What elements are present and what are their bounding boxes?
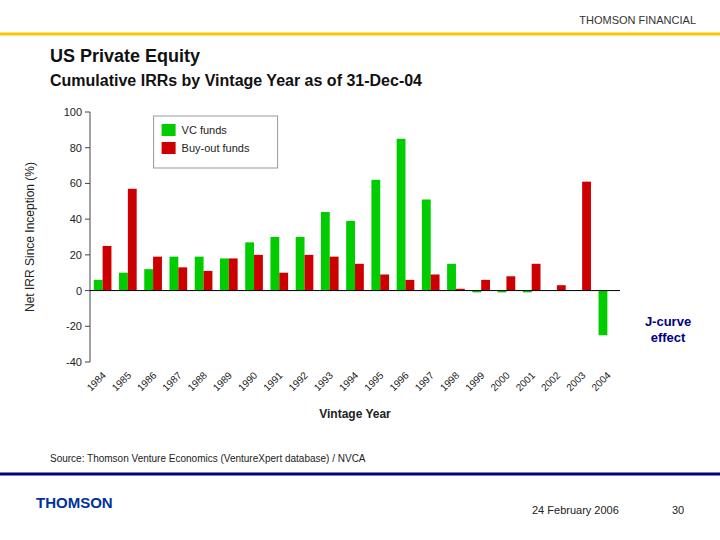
bar [220,258,229,290]
bar [144,269,153,290]
legend-swatch [162,124,176,136]
legend-swatch [162,142,176,154]
bar [94,280,103,291]
bar [506,276,515,290]
bar [195,257,204,291]
bar [422,200,431,291]
bar [245,242,254,290]
subtitle: Cumulative IRRs by Vintage Year as of 31… [50,72,422,89]
bar [153,257,162,291]
bar [296,237,305,291]
bar [330,257,339,291]
annotation: J-curveeffect [645,314,691,345]
x-tick-label: 1986 [135,369,159,393]
y-tick [85,254,90,255]
bar [532,264,541,291]
logo-text: THOMSON [36,494,113,511]
x-tick-label: 2004 [589,369,613,393]
x-tick-label: 1997 [413,369,437,393]
x-tick-label: 1996 [387,369,411,393]
y-tick-label: 0 [76,285,82,297]
x-tick-label: 1998 [438,369,462,393]
bar [599,291,608,336]
bar [481,280,490,291]
y-tick-label: 100 [64,106,82,118]
header-text: THOMSON FINANCIAL [579,14,696,26]
y-tick [85,326,90,327]
legend: VC funds Buy-out funds [154,116,278,168]
x-tick-label: 1991 [261,369,285,393]
x-tick-label: 1990 [236,369,260,393]
bar [178,267,187,290]
y-tick [85,362,90,363]
y-tick [85,147,90,148]
x-tick-label: 1985 [110,369,134,393]
bar [397,139,406,291]
bar [170,257,179,291]
bar [204,271,213,291]
bar [321,212,330,291]
zero-line [90,290,620,291]
x-tick-label: 2002 [539,369,563,393]
y-axis-label: Net IRR Since Inception (%) [23,162,37,312]
x-tick-label: 1984 [85,369,109,393]
x-tick-label: 1988 [185,369,209,393]
y-tick [85,112,90,113]
bar [380,275,389,291]
bar [355,264,364,291]
x-tick-label: 1994 [337,369,361,393]
y-axis-line [90,112,91,362]
bar [447,264,456,291]
bar [119,273,128,291]
bar [229,258,238,290]
y-tick-label: 20 [70,249,82,261]
x-tick-label: 2000 [488,369,512,393]
x-axis-label: Vintage Year [319,407,391,421]
legend-label: Buy-out funds [182,142,250,154]
bar [279,273,288,291]
x-tick-label: 2001 [514,369,538,393]
y-tick-label: -20 [66,320,82,332]
bar [557,285,566,290]
title: US Private Equity [50,46,200,66]
y-tick-label: -40 [66,356,82,368]
x-tick-label: 2003 [564,369,588,393]
y-tick [85,219,90,220]
x-tick-label: 1995 [362,369,386,393]
source: Source: Thomson Venture Economics (Ventu… [50,453,366,464]
bar [371,180,380,291]
x-tick-label: 1989 [211,369,235,393]
bar [103,246,112,291]
x-tick-label: 1992 [286,369,310,393]
y-tick-label: 80 [70,142,82,154]
date-label: 24 February 2006 [532,504,619,516]
page-label: 30 [672,504,684,516]
bar [431,275,440,291]
y-tick [85,183,90,184]
bar [254,255,263,291]
legend-label: VC funds [182,124,228,136]
bar [270,237,279,291]
y-tick-label: 60 [70,177,82,189]
x-tick-label: 1999 [463,369,487,393]
legend-box [154,116,278,168]
footer-rule [0,473,720,476]
bar [405,280,414,291]
y-tick-label: 40 [70,213,82,225]
x-tick-label: 1987 [160,369,184,393]
bar [128,189,137,291]
x-tick-label: 1993 [312,369,336,393]
y-tick [85,290,90,291]
bar [305,255,314,291]
bar [346,221,355,291]
bar [582,182,591,291]
header-rule [0,33,720,36]
chart: THOMSON FINANCIAL US Private Equity Cumula… [0,0,720,540]
